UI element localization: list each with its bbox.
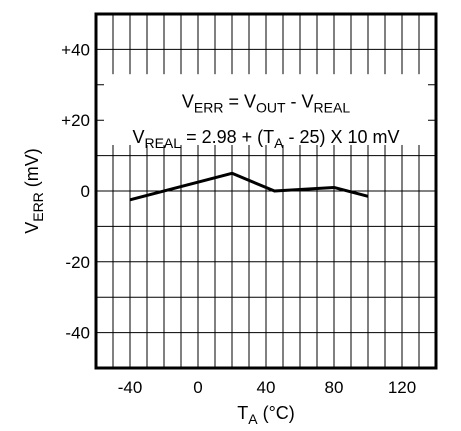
- y-tick-label: -20: [65, 253, 90, 272]
- y-tick-label: -40: [65, 324, 90, 343]
- x-axis-title: TA (°C): [237, 403, 295, 427]
- annotation-line-1: VERR = VOUT - VREAL: [182, 92, 350, 116]
- series-group: [129, 171, 369, 202]
- x-tick-label: -40: [118, 378, 143, 397]
- x-tick-label: 120: [388, 378, 416, 397]
- y-tick-label: +40: [61, 40, 90, 59]
- y-tick-label: +20: [61, 111, 90, 130]
- grid-lines: [96, 14, 436, 368]
- y-tick-label: 0: [81, 182, 90, 201]
- annotations: VERR = VOUT - VREAL VREAL = 2.98 + (TA - …: [132, 92, 399, 151]
- x-tick-label: 80: [325, 378, 344, 397]
- x-tick-label: 0: [193, 378, 202, 397]
- plot-frame: [94, 12, 438, 370]
- annotation-line-2: VREAL = 2.98 + (TA - 25) X 10 mV: [132, 127, 399, 151]
- series-line-1: [129, 171, 369, 202]
- y-axis-title: VERR (mV): [22, 148, 46, 234]
- annotation-background: [104, 74, 428, 145]
- x-tick-label: 40: [257, 378, 276, 397]
- x-tick-labels: -40 0 40 80 120: [118, 378, 416, 397]
- y-tick-labels: +40 +20 0 -20 -40: [61, 40, 90, 342]
